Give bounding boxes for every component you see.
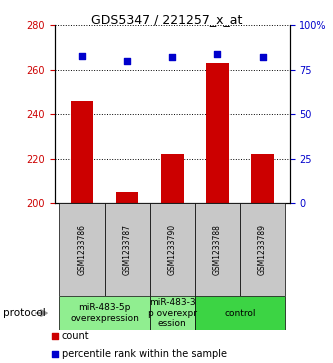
Text: GSM1233787: GSM1233787: [123, 224, 132, 275]
Bar: [195, 203, 240, 296]
Text: protocol: protocol: [3, 308, 46, 318]
Bar: [150, 203, 195, 296]
Text: miR-483-5p
overexpression: miR-483-5p overexpression: [70, 303, 139, 323]
Bar: [150, 296, 195, 330]
Text: percentile rank within the sample: percentile rank within the sample: [62, 349, 226, 359]
Text: count: count: [62, 331, 89, 341]
Bar: [71, 101, 93, 203]
Text: GSM1233789: GSM1233789: [258, 224, 267, 275]
Text: GSM1233790: GSM1233790: [168, 224, 177, 275]
Point: [52, 351, 58, 357]
Point: [170, 54, 175, 60]
Point: [79, 53, 85, 58]
Text: GSM1233786: GSM1233786: [78, 224, 87, 275]
Bar: [116, 192, 139, 203]
Text: GDS5347 / 221257_x_at: GDS5347 / 221257_x_at: [91, 13, 242, 26]
Point: [215, 51, 220, 57]
Bar: [60, 296, 150, 330]
Text: control: control: [224, 309, 256, 318]
Bar: [195, 296, 285, 330]
Text: miR-483-3
p overexpr
ession: miR-483-3 p overexpr ession: [148, 298, 197, 328]
Bar: [206, 63, 229, 203]
Point: [260, 54, 265, 60]
Point: [52, 333, 58, 339]
Bar: [105, 203, 150, 296]
Bar: [161, 154, 183, 203]
Bar: [251, 154, 274, 203]
Text: GSM1233788: GSM1233788: [213, 224, 222, 275]
Bar: [240, 203, 285, 296]
Point: [125, 58, 130, 64]
Bar: [60, 203, 105, 296]
